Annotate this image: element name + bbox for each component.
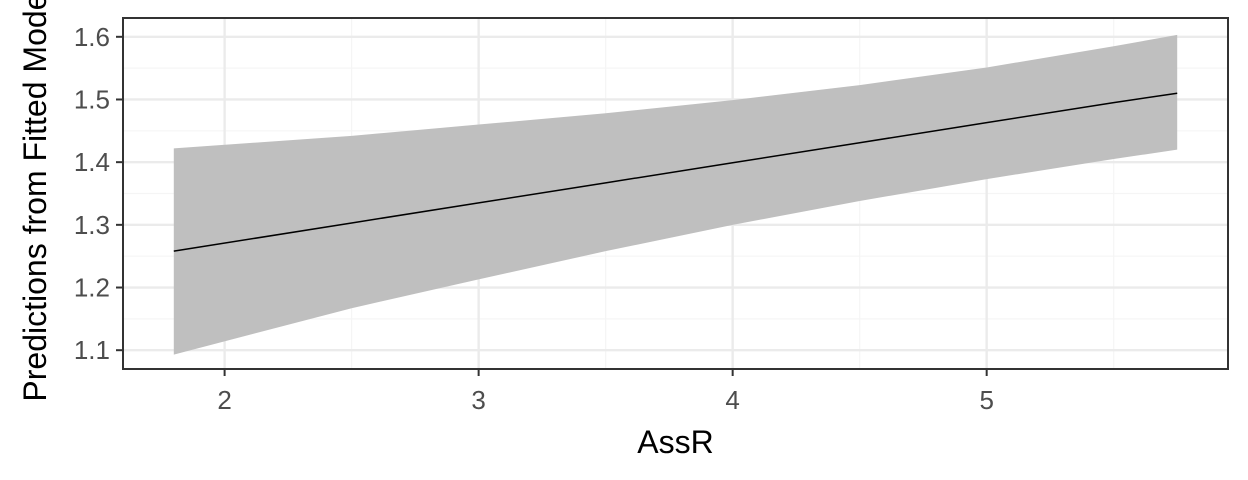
x-axis-ticks: 2 3 4 5: [217, 369, 994, 415]
y-axis-title: Predictions from Fitted Model: [17, 0, 53, 402]
y-tick-label: 1.1: [74, 335, 110, 365]
y-tick-label: 1.4: [74, 147, 110, 177]
panel-border: [122, 17, 1229, 370]
x-axis-title: AssR: [637, 424, 713, 460]
fitted-line: [173, 92, 1178, 252]
x-tick-label: 5: [979, 385, 993, 415]
y-axis-ticks: 1.1 1.2 1.3 1.4 1.5 1.6: [74, 22, 123, 365]
x-tick-label: 2: [217, 385, 231, 415]
x-tick-label: 4: [725, 385, 739, 415]
y-tick-label: 1.2: [74, 273, 110, 303]
y-tick-label: 1.3: [74, 210, 110, 240]
y-tick-label: 1.6: [74, 22, 110, 52]
x-tick-label: 3: [471, 385, 485, 415]
confidence-band: [173, 34, 1178, 355]
y-tick-label: 1.5: [74, 84, 110, 114]
